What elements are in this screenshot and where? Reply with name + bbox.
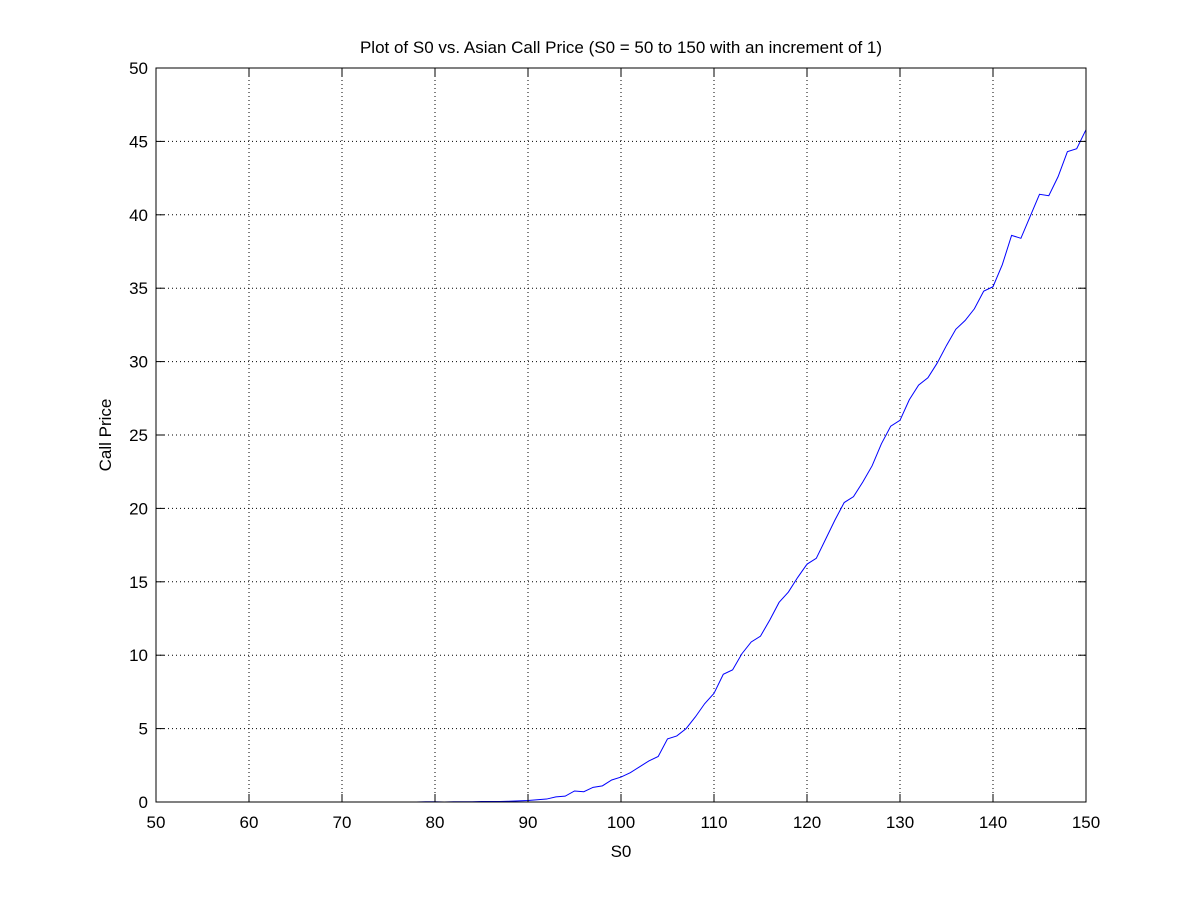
plot-area: 50 60 70 80 90 100 110 120 130 140 150 0 5 10 15 20 25 30… [129,59,1100,832]
y-tick-label: 0 [139,793,148,812]
y-tick-label: 30 [129,353,148,372]
x-tick-label: 120 [793,813,821,832]
y-tick-label: 40 [129,206,148,225]
chart-title: Plot of S0 vs. Asian Call Price (S0 = 50… [360,38,882,57]
x-tick-label: 110 [700,813,727,832]
x-tick-label: 150 [1072,813,1100,832]
x-axis-label: S0 [611,842,632,861]
x-tick-label: 140 [979,813,1007,832]
x-tick-label: 70 [333,813,352,832]
x-tick-label: 60 [240,813,259,832]
x-tick-label: 80 [426,813,445,832]
x-tick-label: 50 [147,813,166,832]
y-axis-label: Call Price [96,399,115,472]
y-tick-label: 5 [139,720,148,739]
axes-box [155,67,1087,803]
grid-layer [156,68,1086,802]
y-tick-label: 15 [129,573,148,592]
y-tick-label: 35 [129,279,148,298]
y-tick-label: 20 [129,499,148,518]
y-tick-label: 10 [129,646,148,665]
tick-layer: 50 60 70 80 90 100 110 120 130 140 150 0 5 10 15 20 25 30… [129,59,1100,832]
y-tick-label: 50 [129,59,148,78]
x-tick-label: 130 [886,813,914,832]
x-tick-label: 100 [607,813,635,832]
y-tick-label: 45 [129,132,148,151]
y-tick-label: 25 [129,426,148,445]
x-tick-label: 90 [519,813,538,832]
